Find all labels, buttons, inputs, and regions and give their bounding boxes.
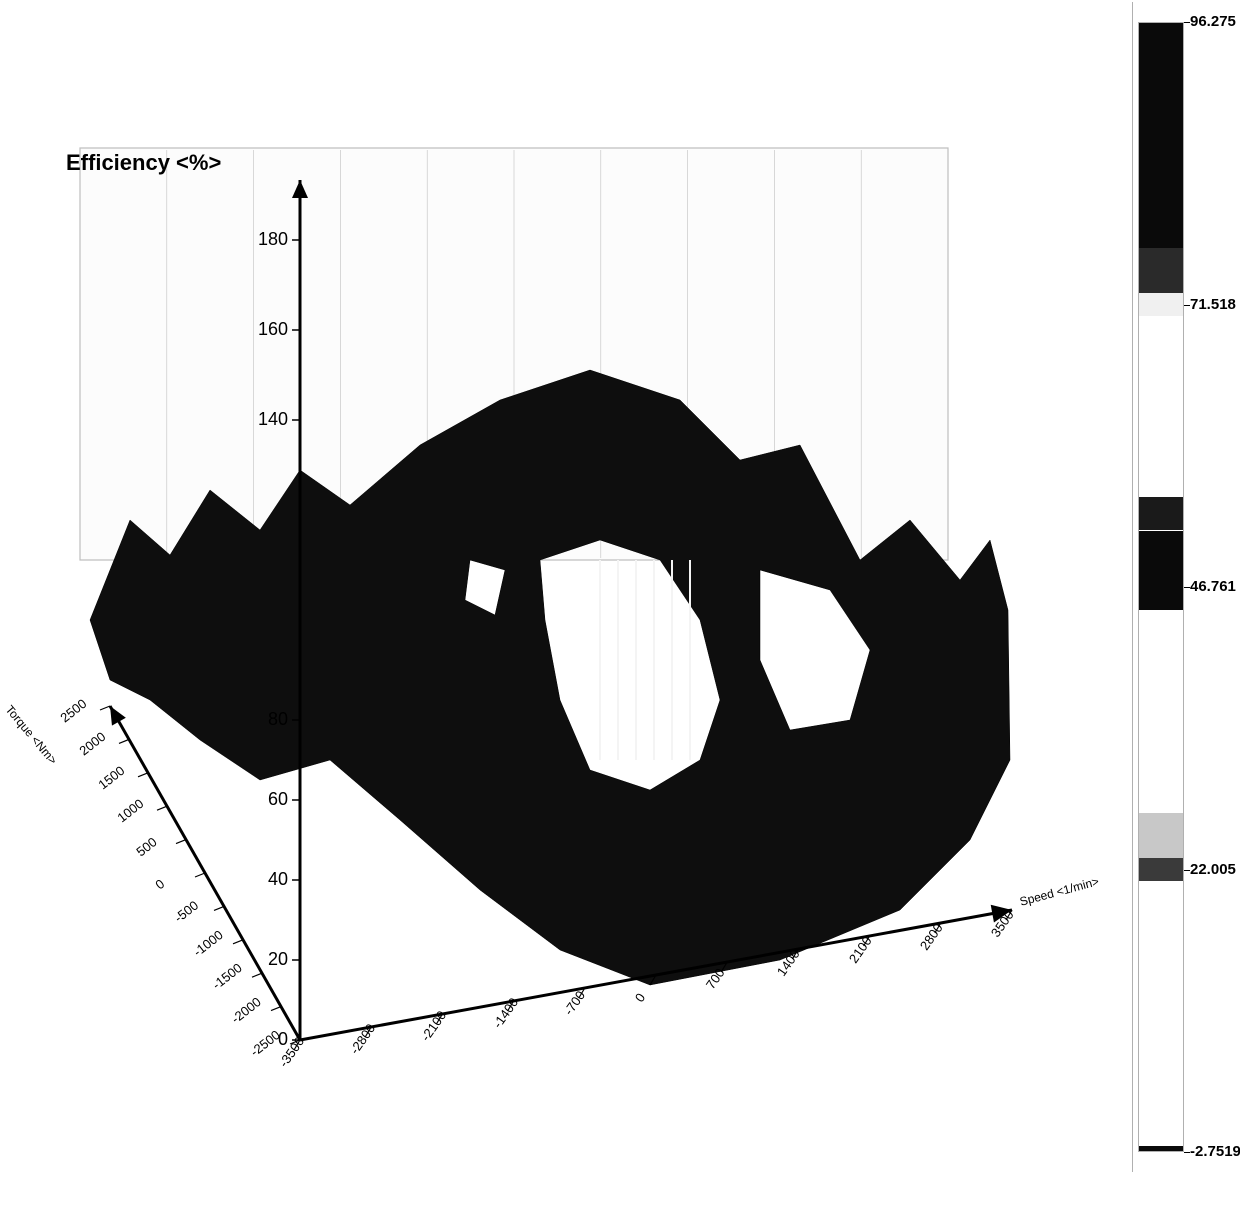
z-tick: 60 — [238, 789, 288, 810]
z-tick: 180 — [238, 229, 288, 250]
colorbar: 96.27571.51846.76122.005-2.7519 — [1138, 22, 1184, 1152]
z-axis-label: Efficiency <%> — [66, 150, 221, 176]
colorbar-tick: 71.518 — [1190, 296, 1236, 313]
z-tick: 160 — [238, 319, 288, 340]
z-tick: 140 — [238, 409, 288, 430]
colorbar-tick: 22.005 — [1190, 861, 1236, 878]
chart-svg — [0, 0, 1240, 1216]
z-tick: 20 — [238, 949, 288, 970]
colorbar-tick: 46.761 — [1190, 578, 1236, 595]
z-tick: 40 — [238, 869, 288, 890]
colorbar-tick: 96.275 — [1190, 13, 1236, 30]
z-tick: 80 — [238, 709, 288, 730]
colorbar-tick: -2.7519 — [1190, 1143, 1240, 1160]
chart-stage: Efficiency <%> Speed <1/min> Torque <Nm>… — [0, 0, 1240, 1216]
